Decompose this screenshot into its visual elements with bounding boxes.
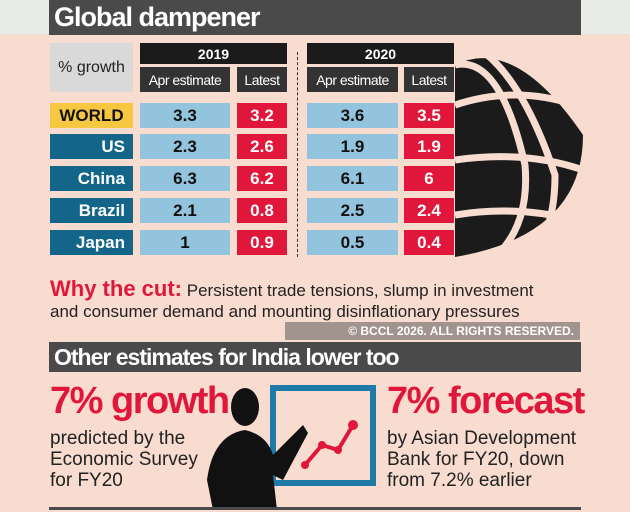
subheader-apr-2019: Apr estimate (140, 67, 230, 92)
country-label: WORLD (50, 103, 133, 128)
value-2020-latest: 0.4 (404, 230, 454, 255)
country-label: Brazil (50, 198, 133, 223)
value-2019-latest: 3.2 (237, 103, 287, 128)
subheader-apr-2020: Apr estimate (307, 67, 398, 92)
why-the-cut: Why the cut: Persistent trade tensions, … (50, 278, 610, 322)
value-2020-latest: 6 (404, 166, 454, 191)
globe-icon (455, 50, 583, 257)
text-line: from 7.2% earlier (387, 470, 532, 491)
page-title: Global dampener (49, 0, 581, 35)
value-2019-latest: 0.8 (237, 198, 287, 223)
why-line-2: and consumer demand and mounting disinfl… (50, 302, 520, 321)
country-label: US (50, 134, 133, 159)
value-2019-latest: 2.6 (237, 134, 287, 159)
value-2019-latest: 6.2 (237, 166, 287, 191)
value-2020-apr: 6.1 (307, 166, 398, 191)
value-2020-apr: 0.5 (307, 230, 398, 255)
value-2020-apr: 2.5 (307, 198, 398, 223)
india-growth-text: predicted by the Economic Survey for FY2… (50, 428, 198, 491)
why-line-1: Persistent trade tensions, slump in inve… (186, 281, 534, 300)
india-forecast-headline: 7% forecast (387, 380, 585, 422)
value-2020-latest: 2.4 (404, 198, 454, 223)
value-2019-apr: 1 (140, 230, 230, 255)
india-forecast-text: by Asian Development Bank for FY20, down… (387, 428, 576, 491)
value-2020-latest: 3.5 (404, 103, 454, 128)
year-header-2019: 2019 (140, 43, 287, 64)
country-label: China (50, 166, 133, 191)
text-line: for FY20 (50, 470, 123, 491)
value-2020-apr: 3.6 (307, 103, 398, 128)
presenter-chart-icon (207, 385, 376, 510)
corner-label: % growth (50, 43, 133, 92)
why-label: Why the cut: (50, 276, 182, 301)
value-2019-apr: 6.3 (140, 166, 230, 191)
value-2019-apr: 3.3 (140, 103, 230, 128)
text-line: by Asian Development (387, 428, 577, 449)
value-2019-latest: 0.9 (237, 230, 287, 255)
year-divider (297, 52, 298, 257)
watermark: © BCCL 2026. ALL RIGHTS RESERVED. (285, 322, 580, 340)
value-2020-latest: 1.9 (404, 134, 454, 159)
year-header-2020: 2020 (307, 43, 454, 64)
bottom-rule (49, 507, 581, 510)
india-growth-headline: 7% growth (50, 380, 230, 422)
subheader-latest-2019: Latest (237, 67, 287, 92)
text-line: predicted by the (50, 428, 186, 449)
text-line: Economic Survey (50, 449, 198, 470)
value-2019-apr: 2.1 (140, 198, 230, 223)
subheader-latest-2020: Latest (404, 67, 454, 92)
country-label: Japan (50, 230, 133, 255)
value-2019-apr: 2.3 (140, 134, 230, 159)
value-2020-apr: 1.9 (307, 134, 398, 159)
text-line: Bank for FY20, down (387, 449, 565, 470)
india-section-title: Other estimates for India lower too (49, 342, 581, 372)
